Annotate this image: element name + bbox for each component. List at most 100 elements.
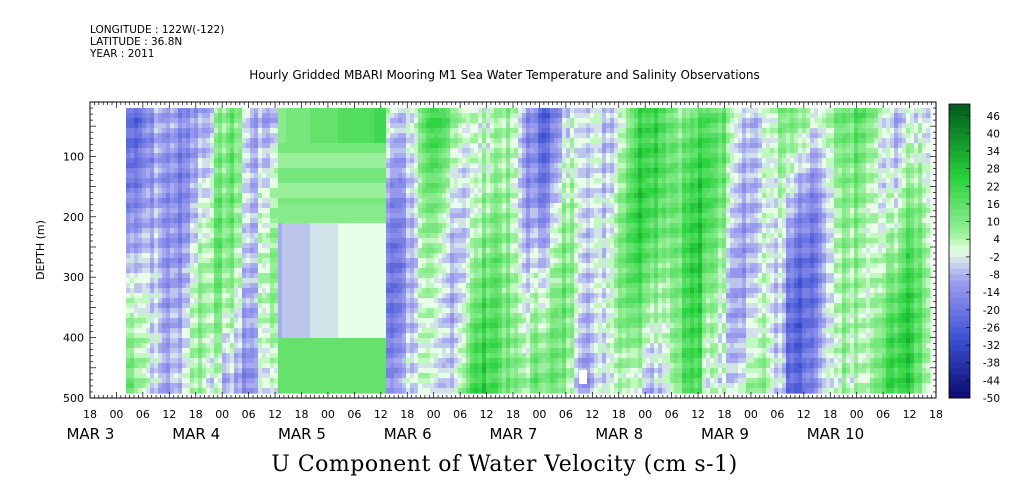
- heatmap-cell: [202, 303, 207, 309]
- heatmap-cell: [450, 288, 455, 294]
- heatmap-cell: [186, 258, 191, 264]
- heatmap-cell: [410, 213, 415, 219]
- heatmap-cell: [182, 123, 187, 129]
- heatmap-cell: [398, 383, 403, 389]
- heatmap-cell: [294, 243, 299, 249]
- heatmap-cell: [146, 343, 151, 349]
- heatmap-cell: [158, 228, 163, 234]
- heatmap-cell: [446, 223, 451, 229]
- heatmap-cell: [330, 263, 335, 269]
- heatmap-cell: [294, 383, 299, 389]
- heatmap-cell: [158, 143, 163, 149]
- heatmap-cell: [362, 133, 367, 139]
- heatmap-cell: [394, 268, 399, 274]
- heatmap-cell: [274, 353, 279, 359]
- heatmap-cell: [166, 183, 171, 189]
- heatmap-cell: [182, 253, 187, 259]
- heatmap-cell: [170, 238, 175, 244]
- heatmap-cell: [310, 263, 315, 269]
- heatmap-cell: [254, 158, 259, 164]
- heatmap-cell: [190, 193, 195, 199]
- heatmap-cell: [470, 138, 475, 144]
- heatmap-cell: [134, 343, 139, 349]
- heatmap-cell: [470, 258, 475, 264]
- heatmap-cell: [422, 343, 427, 349]
- heatmap-cell: [170, 278, 175, 284]
- heatmap-cell: [250, 118, 255, 124]
- heatmap-cell: [246, 378, 251, 384]
- heatmap-cell: [314, 313, 319, 319]
- heatmap-cell: [258, 118, 263, 124]
- heatmap-cell: [126, 178, 131, 184]
- heatmap-cell: [418, 123, 423, 129]
- heatmap-cell: [366, 303, 371, 309]
- heatmap-cell: [458, 248, 463, 254]
- heatmap-cell: [378, 143, 383, 149]
- heatmap-cell: [390, 113, 395, 119]
- heatmap-cell: [182, 193, 187, 199]
- heatmap-cell: [266, 288, 271, 294]
- heatmap-cell: [378, 333, 383, 339]
- heatmap-cell: [282, 368, 287, 374]
- heatmap-cell: [310, 308, 315, 314]
- heatmap-cell: [250, 223, 255, 229]
- heatmap-cell: [282, 138, 287, 144]
- heatmap-cell: [374, 308, 379, 314]
- heatmap-cell: [302, 333, 307, 339]
- heatmap-cell: [258, 263, 263, 269]
- heatmap-cell: [226, 248, 231, 254]
- heatmap-cell: [322, 388, 327, 394]
- heatmap-cell: [322, 233, 327, 239]
- heatmap-cell: [358, 358, 363, 364]
- heatmap-cell: [374, 113, 379, 119]
- heatmap-cell: [322, 208, 327, 214]
- heatmap-cell: [394, 138, 399, 144]
- heatmap-cell: [262, 288, 267, 294]
- heatmap-cell: [174, 158, 179, 164]
- heatmap-cell: [170, 203, 175, 209]
- heatmap-cell: [194, 328, 199, 334]
- heatmap-cell: [442, 243, 447, 249]
- heatmap-cell: [294, 198, 299, 204]
- heatmap-cell: [330, 143, 335, 149]
- heatmap-cell: [230, 133, 235, 139]
- heatmap-cell: [322, 153, 327, 159]
- heatmap-cell: [422, 313, 427, 319]
- heatmap-cell: [266, 203, 271, 209]
- heatmap-cell: [214, 343, 219, 349]
- heatmap-cell: [410, 388, 415, 394]
- heatmap-cell: [390, 318, 395, 324]
- heatmap-cell: [438, 118, 443, 124]
- heatmap-cell: [194, 198, 199, 204]
- heatmap-cell: [322, 183, 327, 189]
- heatmap-cell: [386, 168, 391, 174]
- heatmap-cell: [334, 353, 339, 359]
- heatmap-cell: [318, 188, 323, 194]
- heatmap-cell: [142, 248, 147, 254]
- heatmap-cell: [390, 338, 395, 344]
- heatmap-cell: [458, 373, 463, 379]
- heatmap-cell: [170, 333, 175, 339]
- heatmap-cell: [334, 218, 339, 224]
- heatmap-cell: [462, 333, 467, 339]
- heatmap-cell: [214, 358, 219, 364]
- heatmap-cell: [270, 363, 275, 369]
- heatmap-cell: [314, 288, 319, 294]
- heatmap-cell: [454, 178, 459, 184]
- heatmap-cell: [130, 133, 135, 139]
- heatmap-cell: [410, 313, 415, 319]
- heatmap-cell: [130, 308, 135, 314]
- heatmap-cell: [206, 248, 211, 254]
- heatmap-cell: [394, 188, 399, 194]
- heatmap-cell: [150, 208, 155, 214]
- heatmap-cell: [354, 183, 359, 189]
- heatmap-cell: [166, 203, 171, 209]
- heatmap-cell: [314, 328, 319, 334]
- heatmap-cell: [254, 388, 259, 394]
- heatmap-cell: [454, 348, 459, 354]
- heatmap-cell: [138, 238, 143, 244]
- heatmap-cell: [330, 168, 335, 174]
- heatmap-cell: [430, 318, 435, 324]
- heatmap-cell: [374, 178, 379, 184]
